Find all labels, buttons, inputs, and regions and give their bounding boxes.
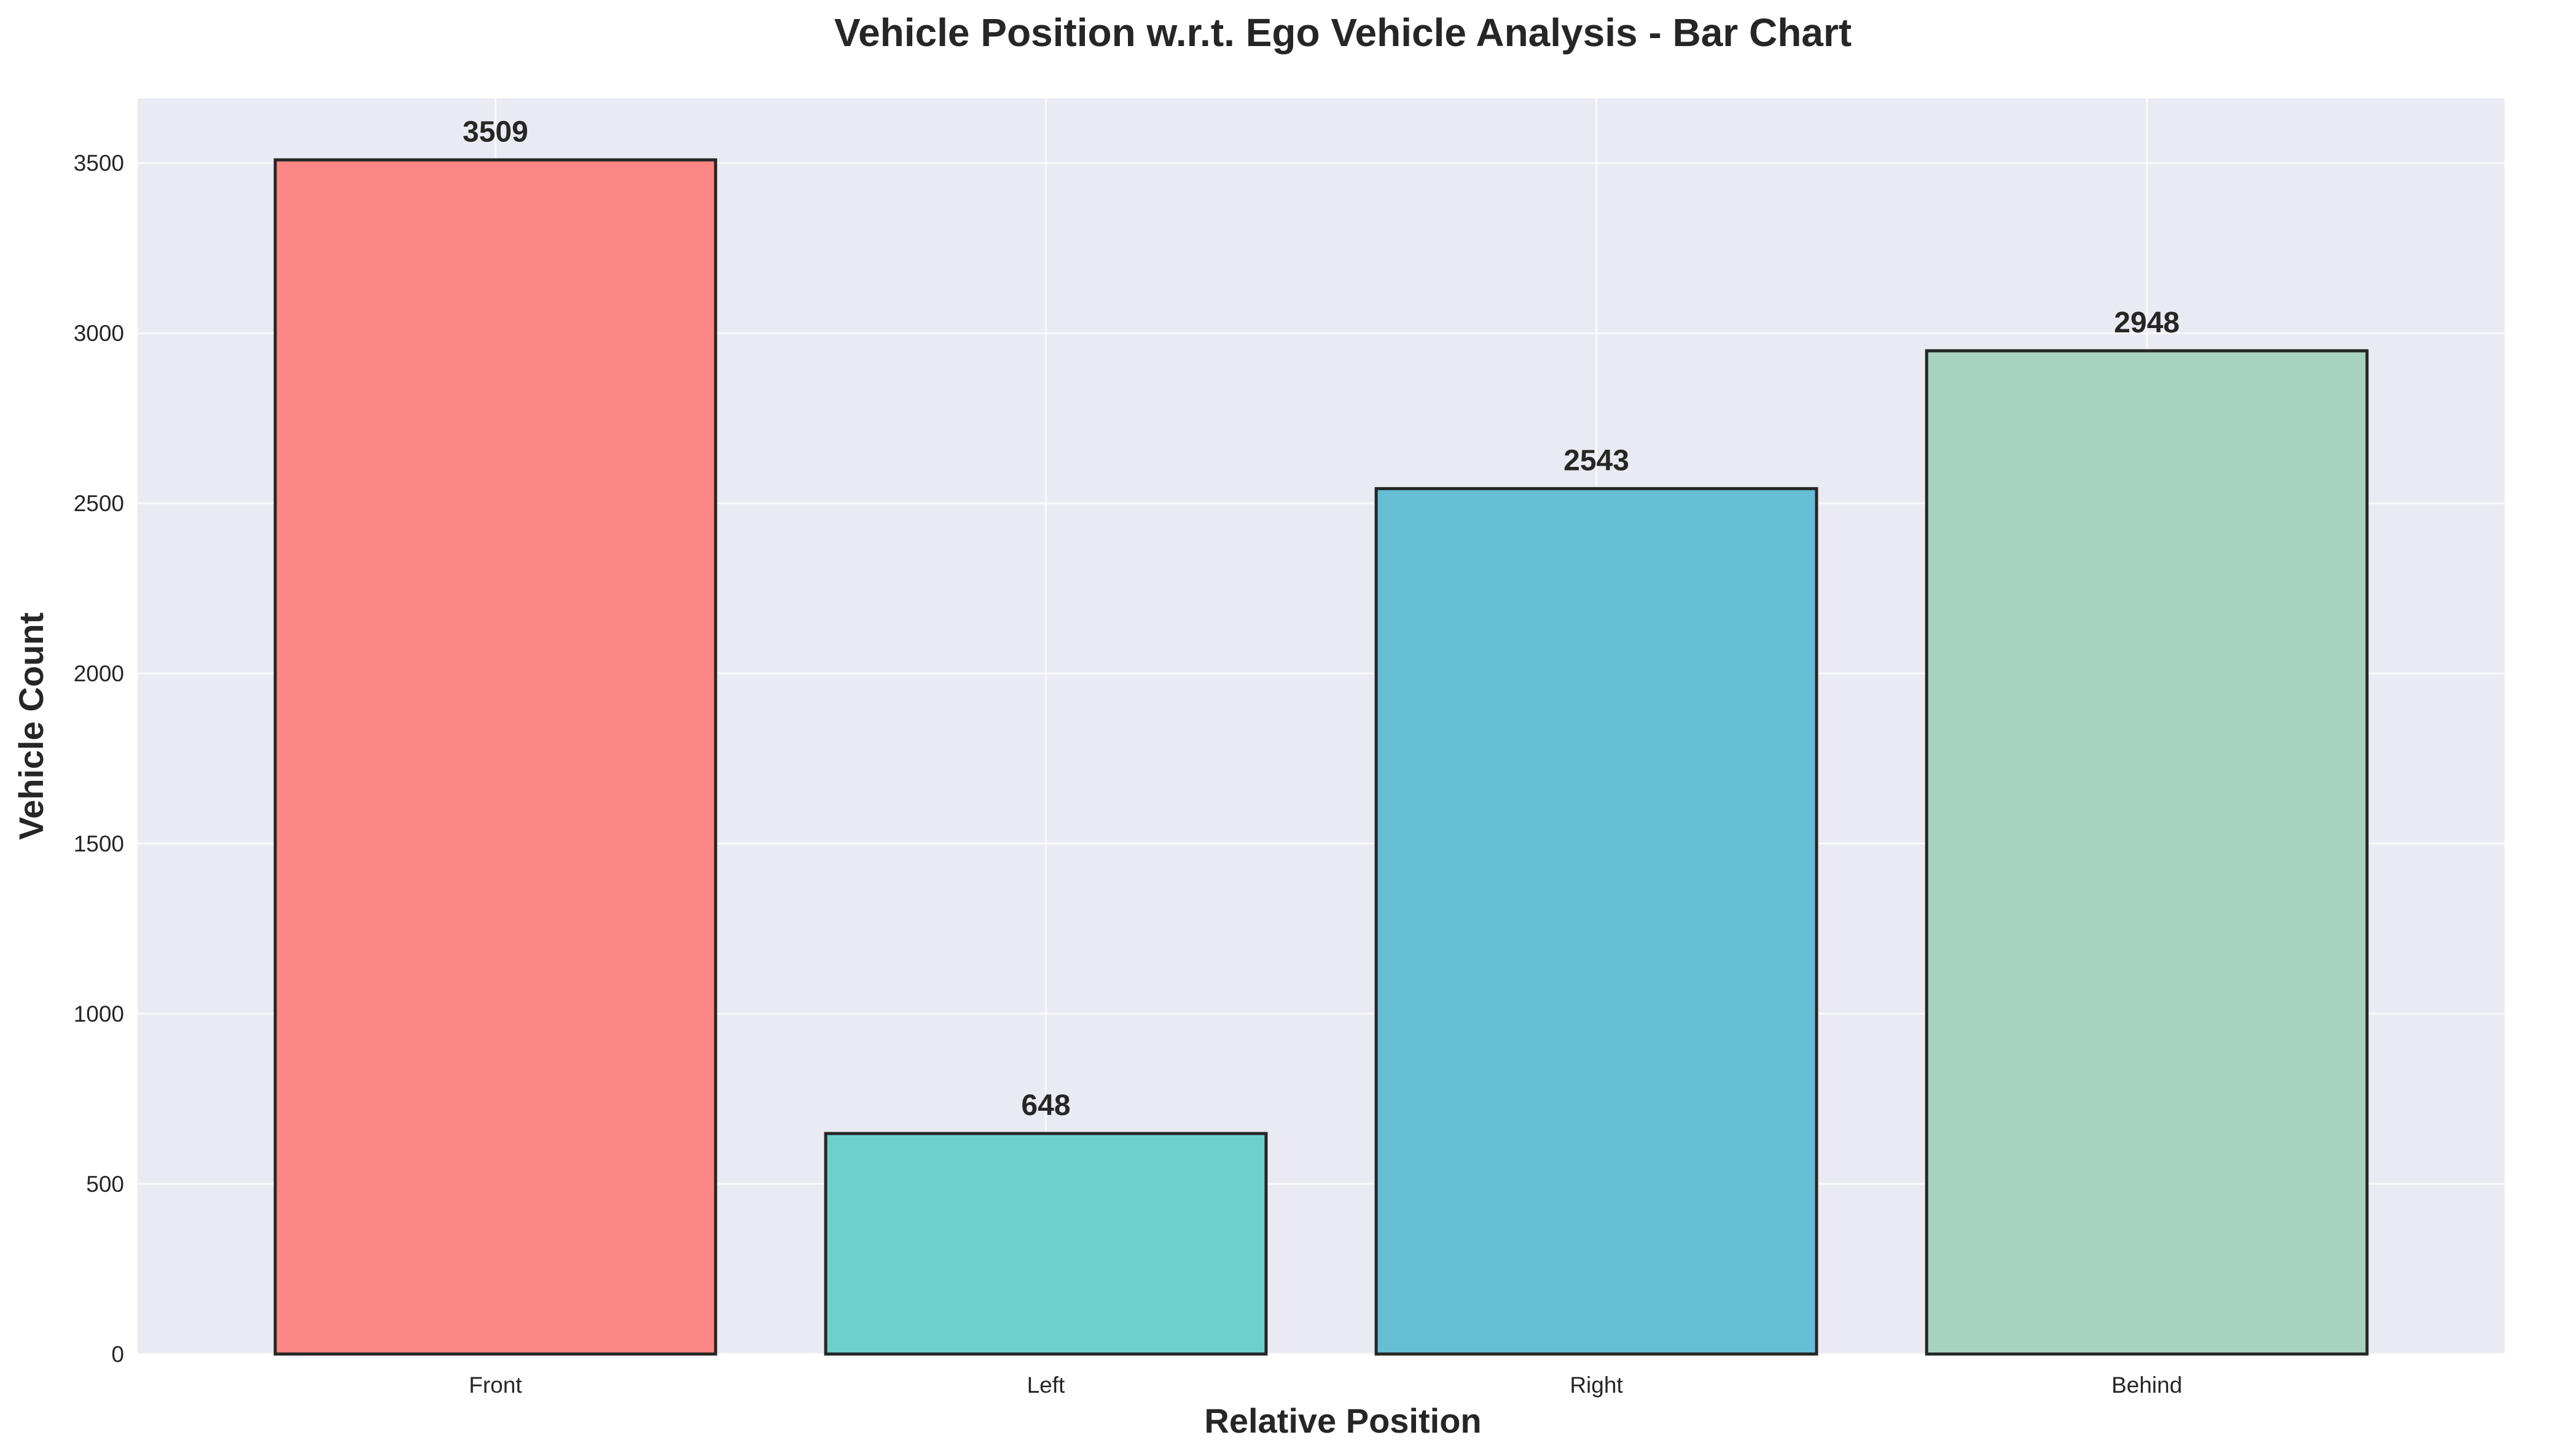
y-tick-label: 1000 (74, 1001, 124, 1027)
bar-behind (1925, 349, 2369, 1356)
value-label-behind: 2948 (2114, 307, 2180, 339)
y-tick-label: 3000 (74, 321, 124, 346)
x-tick-label-right: Right (1570, 1372, 1623, 1398)
bars (273, 158, 2369, 1356)
x-tick-label-behind: Behind (2111, 1372, 2182, 1398)
y-tick-label: 500 (86, 1172, 124, 1197)
value-label-left: 648 (1021, 1089, 1070, 1122)
bar-right (1374, 487, 1818, 1356)
bar-left (824, 1132, 1268, 1356)
y-axis-ticks: 0 500 1000 1500 2000 2500 3000 3500 (74, 151, 124, 1367)
x-axis-ticks: Front Left Right Behind (469, 1372, 2182, 1398)
value-label-front: 3509 (463, 115, 528, 148)
x-tick-label-front: Front (469, 1372, 522, 1398)
y-tick-label: 0 (111, 1342, 124, 1367)
value-labels: 3509 648 2543 2948 (463, 115, 2180, 1122)
y-tick-label: 1500 (74, 831, 124, 856)
chart-title: Vehicle Position w.r.t. Ego Vehicle Anal… (834, 10, 1852, 55)
x-tick-label-left: Left (1027, 1372, 1065, 1398)
value-label-right: 2543 (1563, 444, 1629, 477)
y-tick-label: 3500 (74, 151, 124, 176)
y-axis-label: Vehicle Count (12, 613, 50, 840)
y-tick-label: 2500 (74, 491, 124, 516)
bar-front (273, 158, 718, 1356)
y-tick-label: 2000 (74, 661, 124, 686)
x-axis-label: Relative Position (1204, 1401, 1481, 1440)
